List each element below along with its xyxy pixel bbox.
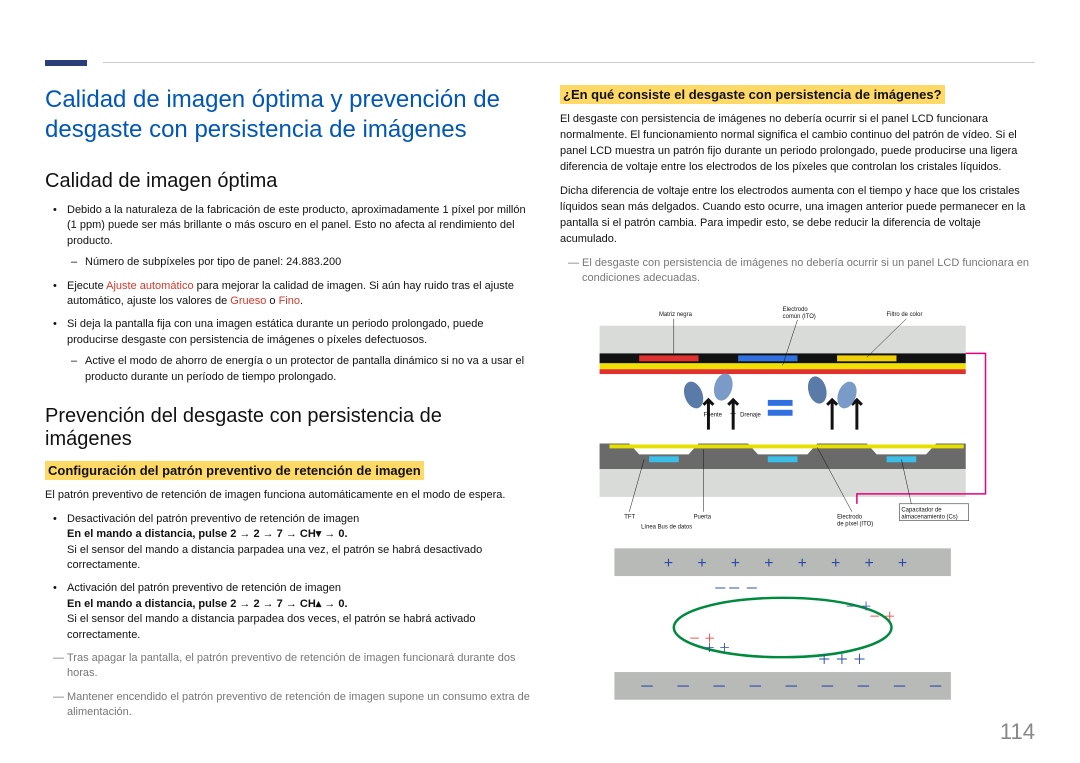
svg-text:－ － － － － － － － －: － － － － － － － － － [639,679,951,696]
header-rule [103,62,1035,63]
page-content: Calidad de imagen óptima y prevención de… [45,85,1035,729]
svg-text:－ ＋: － ＋ [869,610,896,624]
label-fuente: Fuente [703,413,722,419]
page-number: 114 [1000,719,1035,745]
label-electrodo-pixel: Electrodo [837,515,863,521]
svg-text:＋ ＋ ＋: ＋ ＋ ＋ [817,651,866,667]
label-matriz: Matriz negra [659,312,693,318]
section-heading-prevention: Prevención del desgaste con persistencia… [45,405,532,451]
config-list: Desactivación del patrón preventivo de r… [45,512,532,643]
body-text: El patrón preventivo de retención de ima… [45,488,532,504]
label-linea: Línea Bus de datos [641,525,692,531]
svg-text:＋ ＋: ＋ ＋ [703,642,730,656]
body-text: El desgaste con persistencia de imágenes… [560,112,1035,176]
page-title: Calidad de imagen óptima y prevención de… [45,85,532,145]
highlight-heading-config: Configuración del patrón preventivo de r… [45,461,424,480]
list-item: Ejecute Ajuste automático para mejorar l… [67,279,532,310]
list-item: Debido a la naturaleza de la fabricación… [67,203,532,271]
list-item: Activación del patrón preventivo de rete… [67,581,532,643]
quality-list: Debido a la naturaleza de la fabricación… [45,203,532,385]
left-column: Calidad de imagen óptima y prevención de… [45,85,532,729]
right-note-list: El desgaste con persistencia de imágenes… [560,256,1035,287]
list-item: Desactivación del patrón preventivo de r… [67,512,532,574]
label-puerta: Puerta [694,515,712,521]
list-item: Active el modo de ahorro de energía o un… [85,354,532,385]
svg-text:de píxel (ITO): de píxel (ITO) [837,522,873,528]
body-text: Dicha diferencia de voltaje entre los el… [560,184,1035,248]
svg-text:común (ITO): común (ITO) [783,314,816,320]
list-item: Si deja la pantalla fija con una imagen … [67,317,532,385]
notes-list: Tras apagar la pantalla, el patrón preve… [45,651,532,721]
list-item: Número de subpíxeles por tipo de panel: … [85,255,532,270]
note-item: Tras apagar la pantalla, el patrón preve… [67,651,532,682]
svg-text:almacenamiento (Cs): almacenamiento (Cs) [901,515,957,521]
header-accent-bar [45,60,87,66]
svg-text:+ + + + + + + +: + + + + + + + + [664,555,917,572]
label-tft: TFT [624,515,635,521]
note-item: El desgaste con persistencia de imágenes… [582,256,1035,287]
highlight-heading-what: ¿En qué consiste el desgaste con persist… [560,85,945,104]
lcd-cross-section-diagram: Fuente Drenaje Matriz negra Electrodo co… [560,296,1035,712]
svg-text:－－ －: －－ － [713,580,758,596]
note-item: Mantener encendido el patrón preventivo … [67,690,532,721]
right-column: ¿En qué consiste el desgaste con persist… [560,85,1035,729]
section-heading-quality: Calidad de imagen óptima [45,170,532,193]
label-capacitador: Capacitador de [901,508,942,514]
label-filtro: Filtro de color [887,312,923,318]
label-drenaje: Drenaje [740,413,761,419]
label-electrodo-comun: Electrodo [783,307,809,313]
